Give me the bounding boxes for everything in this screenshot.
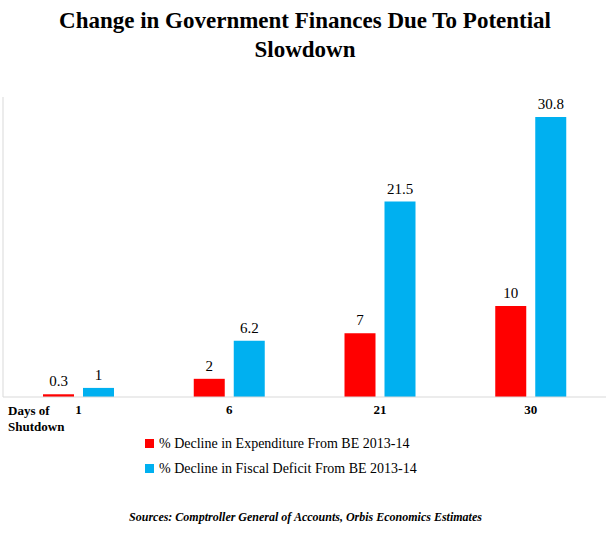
svg-text:30: 30 <box>524 402 537 417</box>
svg-text:7: 7 <box>356 312 364 328</box>
html-text:Days of Shutdown: Days of Shutdown <box>8 403 65 434</box>
svg-text:21: 21 <box>373 402 386 417</box>
svg-text:21.5: 21.5 <box>387 181 413 197</box>
svg-text:1: 1 <box>95 367 103 383</box>
svg-text:30.8: 30.8 <box>538 96 564 112</box>
svg-text:1: 1 <box>75 402 82 417</box>
svg-text:6.2: 6.2 <box>240 320 259 336</box>
svg-text:0.3: 0.3 <box>49 373 68 389</box>
svg-text:6: 6 <box>226 402 233 417</box>
html-text:Sources: Comptroller General o: Sources: Comptroller General of Accounts… <box>129 510 482 524</box>
svg-text:10: 10 <box>503 285 518 301</box>
html-text:Change in Government Finances: Change in Government Finances Due To Pot… <box>59 8 551 62</box>
svg-text:2: 2 <box>206 358 214 374</box>
html-text:% Decline in Fiscal Deficit Fr: % Decline in Fiscal Deficit From BE 2013… <box>159 460 417 476</box>
html-text:% Decline in Expenditure From: % Decline in Expenditure From BE 2013-14 <box>159 435 410 451</box>
